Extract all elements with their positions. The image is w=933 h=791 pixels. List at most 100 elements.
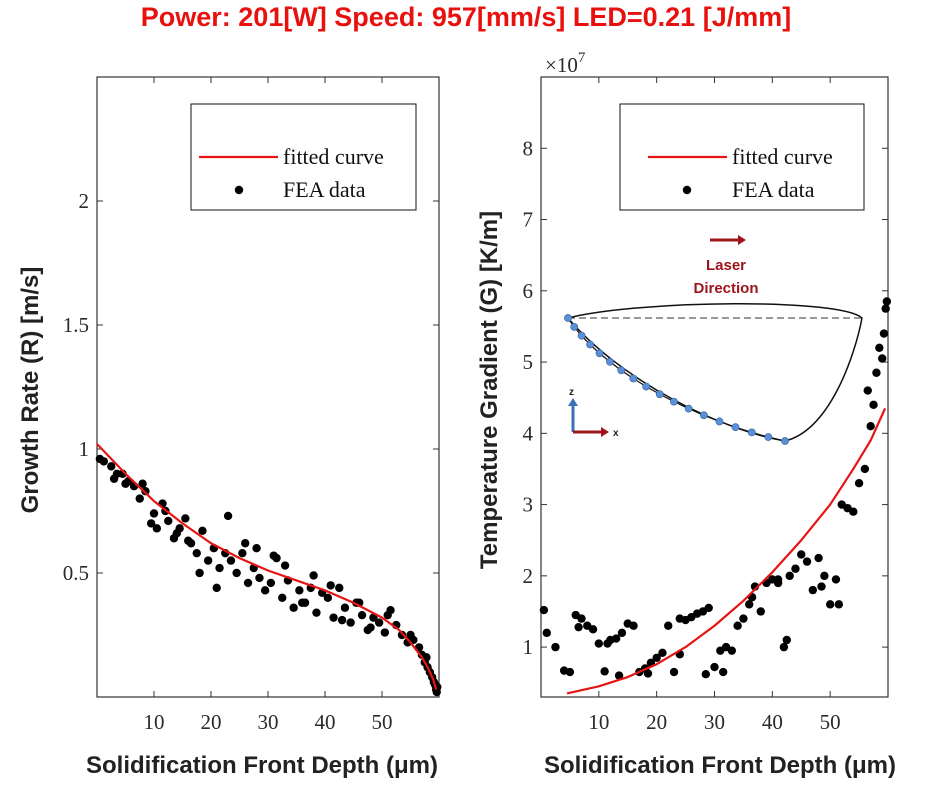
inset-front-dot bbox=[642, 382, 651, 391]
right-y-tick-label: 1 bbox=[523, 635, 534, 659]
left-fea-data-point bbox=[195, 568, 204, 578]
right-fea-data-point bbox=[881, 304, 890, 313]
right-fea-data-point bbox=[565, 667, 575, 677]
right-fea-data-point bbox=[866, 421, 875, 431]
right-y-exponent: ×107 bbox=[545, 50, 586, 77]
inset-front-dot bbox=[699, 411, 708, 420]
left-x-axis-label: Solidification Front Depth (μm) bbox=[86, 752, 438, 779]
right-fea-data-point bbox=[600, 667, 609, 676]
right-x-tick-label: 50 bbox=[820, 710, 841, 734]
left-fea-data-point bbox=[289, 603, 298, 612]
right-x-tick-label: 40 bbox=[762, 710, 783, 734]
right-legend-data-swatch bbox=[682, 185, 692, 195]
right-fea-data-point bbox=[802, 557, 812, 566]
left-fea-data-point bbox=[232, 568, 241, 578]
left-fea-data-point bbox=[252, 544, 261, 553]
right-fea-data-point bbox=[849, 507, 858, 516]
right-x-axis-label: Solidification Front Depth (μm) bbox=[544, 752, 896, 779]
left-fea-data-point bbox=[298, 598, 307, 607]
left-fea-data-point bbox=[215, 563, 224, 573]
left-fea-data-point bbox=[203, 556, 213, 565]
growth-rate-chart: 10 20 30 40 50 0.5 1 1.5 2 fitted curve FEA dat… bbox=[17, 76, 442, 779]
right-fea-data-point bbox=[701, 669, 711, 679]
left-fea-data-point bbox=[323, 593, 333, 602]
right-y-tick-label: 2 bbox=[523, 564, 534, 588]
left-fea-data-point bbox=[192, 548, 201, 558]
right-fea-data-point bbox=[539, 605, 549, 615]
right-fea-data-point bbox=[588, 625, 598, 634]
left-fea-data-point bbox=[374, 618, 384, 627]
right-fitted-curve bbox=[566, 407, 887, 695]
left-x-tick-label: 50 bbox=[372, 710, 393, 734]
figure-title: Power: 201[W] Speed: 957[mm/s] LED=0.21 … bbox=[141, 2, 791, 32]
right-fea-data-point bbox=[574, 622, 583, 632]
right-fea-data-point bbox=[611, 634, 621, 643]
left-fea-data-point bbox=[369, 613, 378, 622]
right-y-tick-label: 8 bbox=[523, 136, 534, 160]
right-fea-data-point bbox=[577, 614, 586, 623]
right-fea-data-point bbox=[875, 343, 884, 353]
left-y-tick-label: 1.5 bbox=[63, 313, 89, 337]
left-fea-data-point bbox=[397, 630, 407, 640]
right-fea-data-point bbox=[820, 571, 829, 581]
right-y-tick-label: 3 bbox=[523, 493, 534, 517]
left-fea-data-point bbox=[295, 586, 304, 595]
right-fea-data-point bbox=[727, 646, 737, 655]
left-legend-fit-label: fitted curve bbox=[283, 144, 384, 169]
left-fea-data-point bbox=[357, 610, 367, 620]
right-x-tick-label: 10 bbox=[588, 710, 609, 734]
right-fea-data-point bbox=[797, 550, 806, 559]
inset-front-dot bbox=[570, 322, 579, 331]
left-fea-data-point bbox=[138, 479, 147, 488]
left-fea-data-point bbox=[269, 551, 278, 560]
laser-label-line1: Laser bbox=[706, 257, 746, 274]
right-fea-data-point bbox=[860, 464, 870, 474]
right-y-tick-label: 4 bbox=[523, 421, 534, 445]
right-fea-data-point bbox=[834, 600, 844, 609]
right-fea-data-point bbox=[869, 400, 878, 410]
left-fea-data-point bbox=[255, 573, 264, 583]
left-fea-data-point bbox=[226, 556, 236, 565]
right-y-axis-label: Temperature Gradient (G) [K/m] bbox=[476, 211, 503, 569]
left-fea-data-point bbox=[241, 539, 250, 548]
right-fea-data-point bbox=[603, 639, 612, 648]
x-axis-arrowhead bbox=[601, 427, 609, 437]
left-x-tick-label: 30 bbox=[258, 710, 279, 734]
left-fea-data-point bbox=[380, 628, 390, 637]
left-y-tick-label: 2 bbox=[79, 189, 90, 213]
left-fea-data-point bbox=[212, 583, 221, 593]
left-fea-data-point bbox=[337, 615, 347, 625]
right-fea-data-point bbox=[878, 354, 887, 363]
z-axis-label: z bbox=[569, 387, 574, 398]
right-fea-data-point bbox=[617, 628, 627, 638]
right-x-tick-label: 30 bbox=[704, 710, 725, 734]
inset-front-dot bbox=[781, 437, 789, 445]
inset-front-dot bbox=[586, 340, 594, 349]
right-fea-data-point bbox=[773, 575, 783, 584]
right-fea-data-point bbox=[882, 297, 892, 306]
inset-front-dot bbox=[715, 417, 724, 426]
inset-front-dot bbox=[595, 349, 604, 358]
left-fea-data-point bbox=[135, 494, 144, 503]
left-x-tick-label: 10 bbox=[144, 710, 165, 734]
left-fea-data-point bbox=[260, 586, 270, 595]
melt-pool-inset: Laser Direction z x bbox=[564, 235, 863, 445]
right-fea-data-point bbox=[542, 628, 551, 638]
inset-front-dot bbox=[684, 404, 693, 413]
right-fea-data-point bbox=[756, 607, 765, 616]
right-fea-data-point bbox=[551, 642, 560, 652]
right-fea-data-point bbox=[664, 621, 673, 630]
inset-front-dot bbox=[606, 357, 614, 366]
right-fea-data-point bbox=[831, 575, 841, 584]
inset-front-dot bbox=[577, 331, 586, 340]
right-legend-fit-label: fitted curve bbox=[732, 144, 833, 169]
left-fea-data-point bbox=[99, 457, 109, 466]
left-fea-data-point bbox=[406, 630, 415, 640]
right-fea-data-point bbox=[629, 621, 638, 630]
inset-front-dot bbox=[655, 390, 664, 399]
left-legend: fitted curve FEA data bbox=[190, 103, 417, 211]
right-fea-data-point bbox=[733, 621, 742, 630]
left-legend-data-swatch bbox=[234, 185, 244, 195]
left-fea-data-point bbox=[198, 526, 207, 536]
right-fea-data-point bbox=[669, 667, 679, 677]
